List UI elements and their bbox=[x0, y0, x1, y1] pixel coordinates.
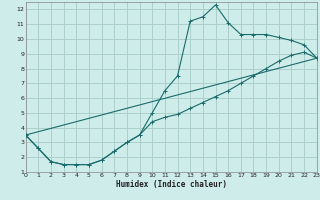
X-axis label: Humidex (Indice chaleur): Humidex (Indice chaleur) bbox=[116, 180, 227, 189]
